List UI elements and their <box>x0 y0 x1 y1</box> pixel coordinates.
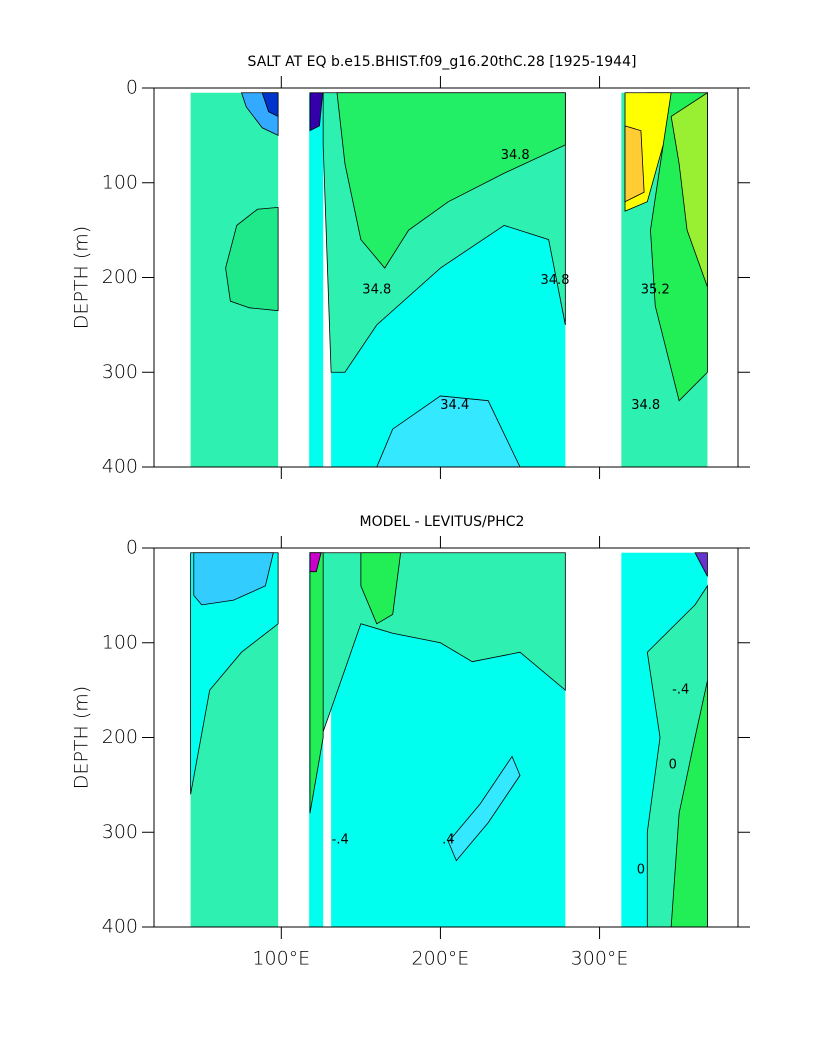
contour-region <box>190 552 279 795</box>
y-axis-label: DEPTH (m) <box>71 686 93 789</box>
y-tick-label: 300 <box>102 821 138 843</box>
y-tick-label: 300 <box>102 361 138 383</box>
y-axis-label: DEPTH (m) <box>71 226 93 329</box>
contour-region <box>309 552 322 573</box>
contour-region <box>336 92 566 269</box>
y-tick-label: 100 <box>102 631 138 653</box>
contour-label: -.4 <box>672 683 689 698</box>
contour-region <box>670 680 708 928</box>
contour-label: 0 <box>637 863 645 878</box>
contour-region <box>193 552 274 606</box>
contour-label: 34.8 <box>362 282 391 297</box>
x-tick-label: 200°E <box>412 948 470 970</box>
contour-label: -.4 <box>332 832 349 847</box>
x-tick-label: 100°E <box>252 948 310 970</box>
contour-label: 35.2 <box>641 282 670 297</box>
y-tick-label: 400 <box>102 916 138 938</box>
contour-region <box>694 552 708 577</box>
contour-label: 34.8 <box>541 273 570 288</box>
ocean-column <box>309 92 324 468</box>
y-tick-label: 200 <box>102 726 138 748</box>
y-tick-label: 0 <box>126 77 138 99</box>
contour-region <box>360 552 402 625</box>
contour-label: 34.8 <box>631 398 660 413</box>
contour-region <box>309 92 324 132</box>
contour-region <box>225 206 279 312</box>
contour-label: 34.4 <box>440 398 469 413</box>
x-tick-label: 300°E <box>571 948 629 970</box>
contour-label: 34.8 <box>501 148 530 163</box>
contour-region <box>447 755 521 862</box>
chart-title: SALT AT EQ b.e15.BHIST.f09_g16.20thC.28 … <box>248 54 637 70</box>
y-tick-label: 0 <box>126 537 138 559</box>
y-tick-label: 100 <box>102 171 138 193</box>
contour-label: 0 <box>669 757 677 772</box>
contour-label: .4 <box>442 832 454 847</box>
chart-title: MODEL - LEVITUS/PHC2 <box>360 514 525 530</box>
contour-region <box>261 92 279 118</box>
y-tick-label: 200 <box>102 266 138 288</box>
contour-region <box>624 125 645 203</box>
contour-region <box>670 91 708 288</box>
y-tick-label: 400 <box>102 456 138 478</box>
